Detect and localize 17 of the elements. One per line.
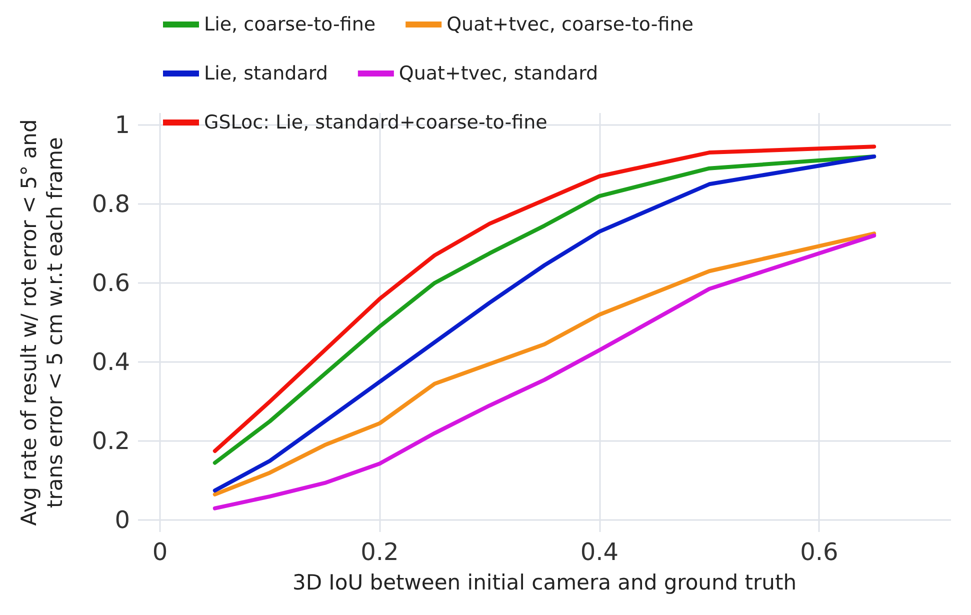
- y-tick-label: 1: [114, 110, 130, 139]
- x-axis-title: 3D IoU between initial camera and ground truth: [292, 570, 797, 594]
- legend-label: GSLoc: Lie, standard+coarse-to-fine: [204, 112, 548, 134]
- x-tick-label: 0.2: [360, 538, 399, 566]
- x-tick-label: 0: [152, 538, 168, 566]
- legend-label: Quat+tvec, standard: [398, 62, 598, 84]
- x-tick-label: 0.4: [580, 538, 619, 566]
- legend-label: Lie, coarse-to-fine: [204, 14, 376, 36]
- y-axis-title: Avg rate of result w/ rot error < 5° and trans error < 5 cm w.r.t each frame: [17, 119, 67, 526]
- y-tick-label: 0.2: [92, 427, 130, 456]
- x-tick-label: 0.6: [800, 538, 838, 566]
- legend-label: Lie, standard: [204, 62, 328, 84]
- y-tick-label: 0.4: [92, 348, 130, 376]
- y-tick-label: 0: [114, 506, 130, 534]
- legend-label: Quat+tvec, coarse-to-fine: [446, 14, 694, 36]
- y-tick-label: 0.8: [92, 190, 130, 218]
- y-tick-label: 0.6: [92, 268, 130, 297]
